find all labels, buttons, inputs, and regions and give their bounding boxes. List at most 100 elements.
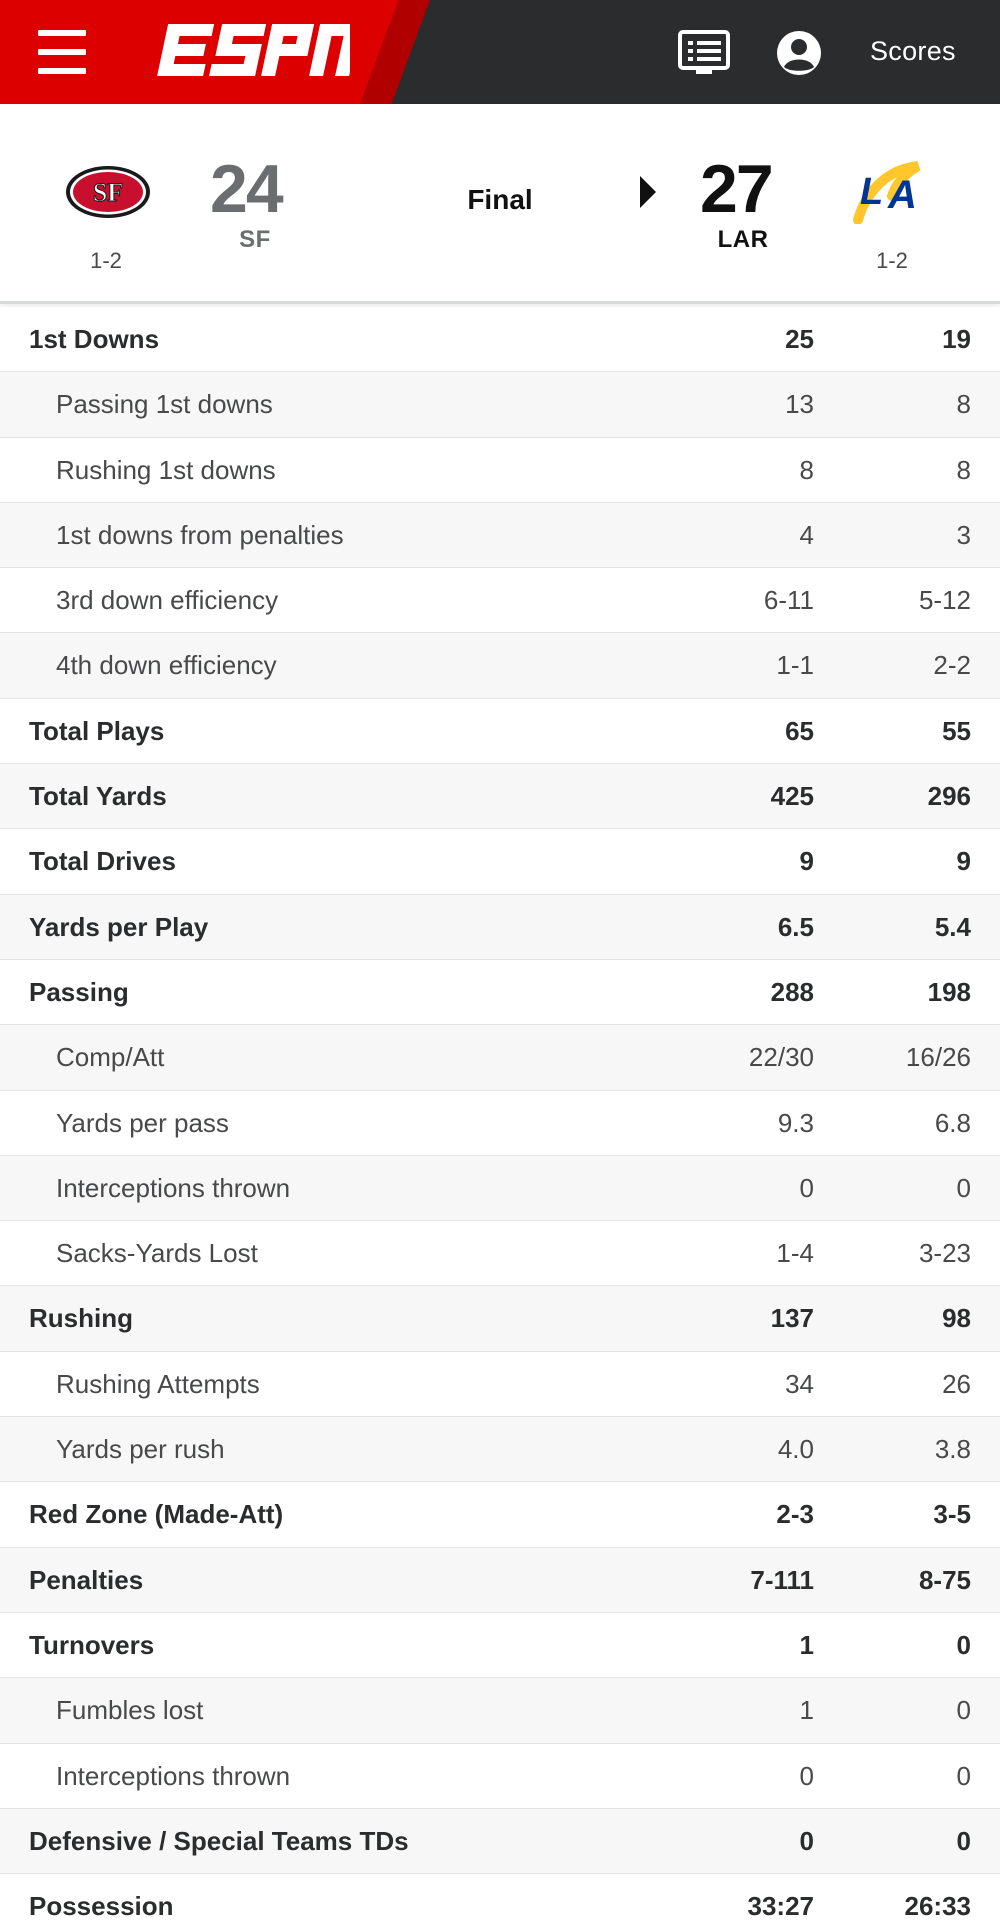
- stat-home-value: 0: [956, 1172, 971, 1203]
- stat-row: Passing 288 198: [0, 959, 1000, 1026]
- stat-home-value: 2-2: [933, 650, 971, 681]
- stat-label: Interceptions thrown: [56, 1760, 291, 1791]
- svg-text:SF: SF: [93, 178, 123, 207]
- stat-away-value: 0: [799, 1172, 814, 1203]
- stat-label: Red Zone (Made-Att): [29, 1499, 284, 1530]
- stat-home-value: 296: [927, 781, 971, 812]
- stat-row: Rushing 137 98: [0, 1286, 1000, 1352]
- stat-home-value: 0: [956, 1760, 971, 1791]
- home-record: 1-2: [876, 248, 908, 273]
- stat-away-value: 65: [785, 715, 814, 746]
- stat-home-value: 198: [927, 976, 971, 1007]
- stat-home-value: 3-23: [918, 1238, 971, 1269]
- stat-row: Sacks-Yards Lost 1-4 3-23: [0, 1221, 1000, 1287]
- stat-row: Defensive / Special Teams TDs 0 0: [0, 1808, 1000, 1875]
- stat-away-value: 137: [770, 1303, 814, 1334]
- stat-home-value: 26: [942, 1368, 971, 1399]
- game-status: Final: [467, 184, 533, 215]
- top-nav-bar: Scores: [0, 0, 1000, 104]
- espn-logo[interactable]: [155, 20, 350, 80]
- stat-away-value: 1-4: [776, 1238, 814, 1269]
- stat-label: Total Yards: [29, 781, 167, 812]
- stat-row: Penalties 7-111 8-75: [0, 1547, 1000, 1613]
- stat-label: Total Plays: [29, 715, 165, 746]
- stat-away-value: 22/30: [748, 1042, 814, 1073]
- game-scoreboard[interactable]: SF 1-2 24 SF Final 27 LAR L A 1-2: [0, 104, 1000, 304]
- stat-row: Passing 1st downs 13 8: [0, 372, 1000, 438]
- stat-home-value: 0: [956, 1825, 971, 1856]
- stat-away-value: 4: [799, 519, 814, 550]
- stat-away-value: 0: [799, 1825, 814, 1856]
- user-icon[interactable]: [776, 30, 822, 76]
- stat-away-value: 9: [799, 846, 814, 877]
- svg-text:A: A: [887, 173, 917, 217]
- stat-label: Passing 1st downs: [56, 389, 273, 420]
- away-team-abbr[interactable]: SF: [239, 226, 271, 253]
- scores-link[interactable]: Scores: [870, 36, 956, 66]
- stat-row: 1st downs from penalties 4 3: [0, 502, 1000, 569]
- rams-logo[interactable]: L A: [852, 158, 938, 224]
- stat-label: 1st Downs: [29, 324, 160, 354]
- stat-row: Rushing Attempts 34 26: [0, 1351, 1000, 1418]
- stat-home-value: 0: [956, 1695, 971, 1726]
- away-record: 1-2: [90, 248, 122, 273]
- stat-row: Total Yards 425 296: [0, 764, 1000, 830]
- stat-home-value: 3.8: [934, 1434, 971, 1465]
- stat-row: Fumbles lost 1 0: [0, 1678, 1000, 1744]
- stat-label: Sacks-Yards Lost: [56, 1238, 258, 1269]
- scoreboard-icon[interactable]: [678, 30, 730, 76]
- stat-label: Penalties: [29, 1564, 144, 1595]
- stat-label: 4th down efficiency: [56, 650, 277, 681]
- stat-home-value: 8: [956, 389, 971, 420]
- home-team-abbr[interactable]: LAR: [717, 226, 769, 253]
- stat-home-value: 19: [942, 324, 971, 354]
- stat-away-value: 6.5: [777, 911, 814, 942]
- stat-away-value: 425: [770, 781, 814, 812]
- stat-label: Rushing: [29, 1303, 133, 1334]
- stat-away-value: 8: [799, 454, 814, 485]
- 49ers-logo[interactable]: SF: [64, 164, 152, 220]
- stat-away-value: 4.0: [777, 1434, 814, 1465]
- stat-row: Red Zone (Made-Att) 2-3 3-5: [0, 1482, 1000, 1548]
- stat-home-value: 8-75: [918, 1564, 971, 1595]
- stat-home-value: 55: [942, 715, 971, 746]
- stat-row: Possession 33:27 26:33: [0, 1874, 1000, 1928]
- stat-label: 3rd down efficiency: [56, 585, 279, 616]
- stat-home-value: 0: [956, 1629, 971, 1660]
- stat-row: Yards per Play 6.5 5.4: [0, 894, 1000, 960]
- stat-label: Yards per pass: [56, 1107, 229, 1138]
- stat-home-value: 26:33: [904, 1891, 972, 1922]
- stat-away-value: 288: [770, 976, 814, 1007]
- stat-label: Rushing Attempts: [56, 1368, 260, 1399]
- stat-row: Yards per pass 9.3 6.8: [0, 1090, 1000, 1156]
- stat-label: Defensive / Special Teams TDs: [29, 1825, 409, 1856]
- stat-away-value: 13: [785, 389, 814, 420]
- home-score: 27: [700, 151, 774, 227]
- stat-row: Turnovers 1 0: [0, 1612, 1000, 1679]
- stat-away-value: 1-1: [776, 650, 814, 681]
- stat-home-value: 3-5: [933, 1499, 971, 1530]
- stat-row: Total Plays 65 55: [0, 698, 1000, 765]
- stat-row: 1st Downs 25 19: [0, 307, 1000, 373]
- stat-away-value: 1: [799, 1695, 814, 1726]
- stat-label: 1st downs from penalties: [56, 519, 344, 550]
- stat-row: Comp/Att 22/30 16/26: [0, 1025, 1000, 1091]
- menu-icon[interactable]: [38, 30, 86, 74]
- stat-label: Fumbles lost: [56, 1695, 204, 1726]
- stat-label: Yards per Play: [29, 911, 209, 942]
- stat-away-value: 0: [799, 1760, 814, 1791]
- away-score: 24: [210, 151, 284, 227]
- stat-row: 4th down efficiency 1-1 2-2: [0, 633, 1000, 699]
- stat-row: Interceptions thrown 0 0: [0, 1743, 1000, 1809]
- team-stats-table: 1st Downs 25 19 Passing 1st downs 13 8 Rushing…: [0, 307, 1000, 1928]
- stat-home-value: 5.4: [934, 911, 971, 942]
- stat-away-value: 34: [785, 1368, 814, 1399]
- stat-home-value: 3: [956, 519, 971, 550]
- stat-label: Passing: [29, 976, 129, 1007]
- stat-row: Total Drives 9 9: [0, 829, 1000, 895]
- stat-away-value: 7-111: [750, 1564, 814, 1595]
- stat-label: Yards per rush: [56, 1434, 225, 1465]
- stat-row: 3rd down efficiency 6-11 5-12: [0, 568, 1000, 634]
- stat-home-value: 6.8: [934, 1107, 971, 1138]
- stat-label: Comp/Att: [56, 1042, 165, 1073]
